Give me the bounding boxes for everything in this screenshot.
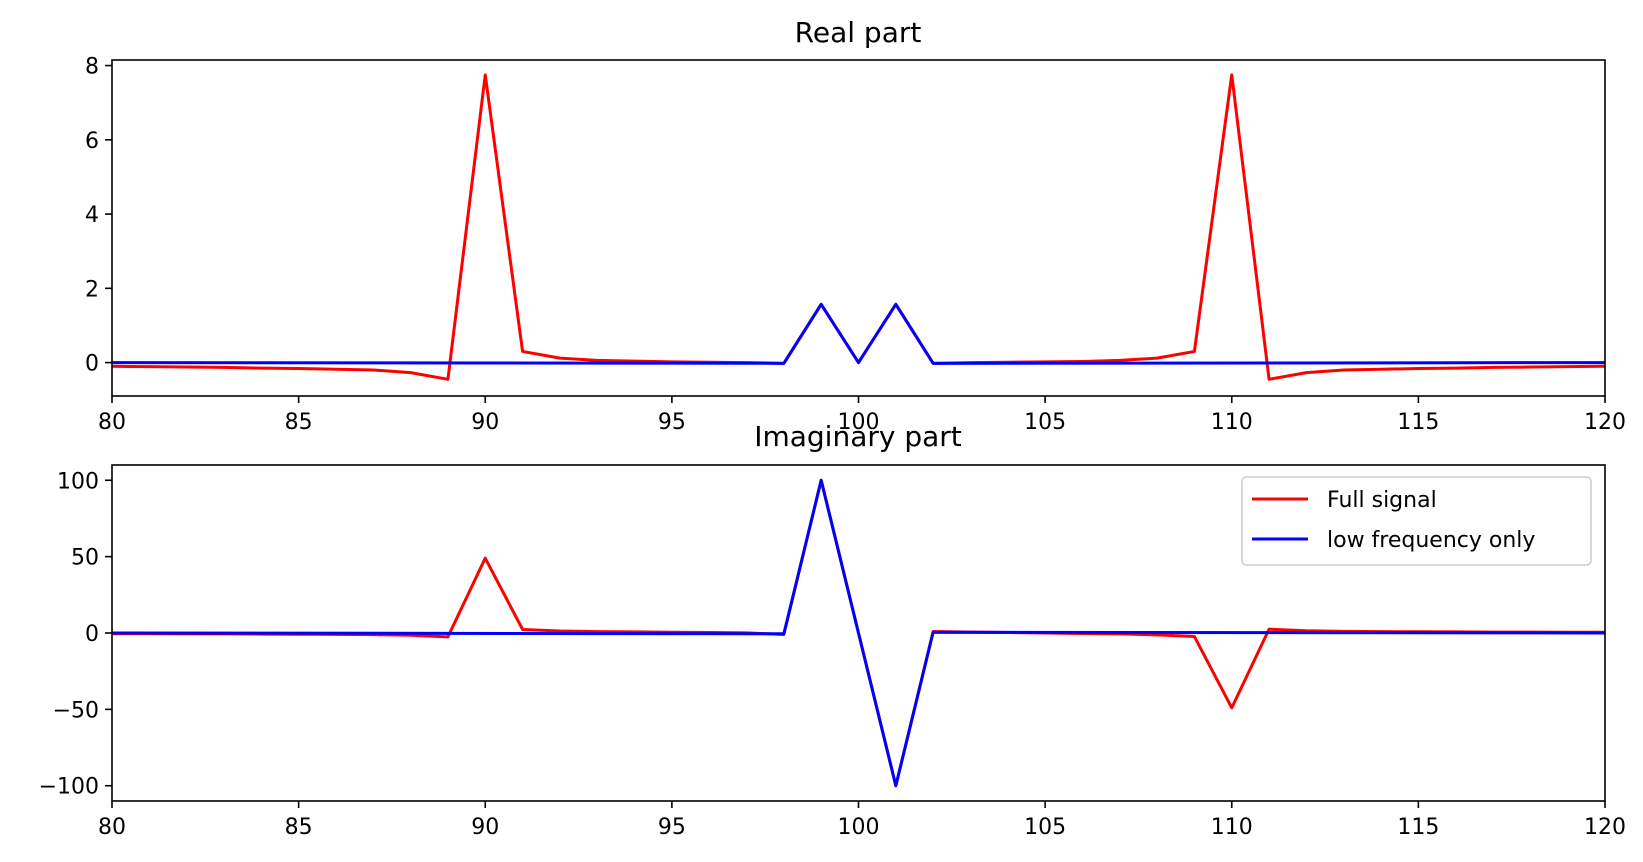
real-part-x-tick-label: 95 [658,410,686,435]
imaginary-part-x-tick-label: 100 [838,815,880,840]
real-part-x-tick-label: 80 [98,410,126,435]
legend-label-low-frequency-only: low frequency only [1327,528,1535,553]
imaginary-part-x-tick-label: 90 [471,815,499,840]
imaginary-part-y-tick-label: −100 [39,775,99,800]
real-part-y-tick-label: 6 [85,129,99,154]
legend: Full signal low frequency only [1241,476,1592,566]
legend-label-full-signal: Full signal [1327,488,1437,513]
real-part-series [111,73,1606,381]
real-part-y-tick-label: 8 [85,55,99,80]
imaginary-part-axes: Imaginary part 80 85 90 95 100 105 110 115 120 10… [39,420,1626,840]
real-part-y-tick-label: 4 [85,203,99,228]
real-part-x-tick-label: 85 [285,410,313,435]
imaginary-part-series-line-1 [111,478,1606,788]
legend-box [1241,476,1592,566]
real-part-x-tick-label: 120 [1584,410,1626,435]
imaginary-part-x-tick-label: 85 [285,815,313,840]
imaginary-part-y-tick-label: −50 [53,698,99,723]
imaginary-part-y-tick-label: 50 [71,546,99,571]
real-part-axes: Real part 80 85 90 95 100 105 110 115 120 0 2 4 6 8 [85,16,1626,435]
imaginary-part-title: Imaginary part [754,420,962,453]
real-part-x-tick-label: 115 [1397,410,1439,435]
real-part-x-tick-label: 110 [1211,410,1253,435]
imaginary-part-ticks: 80 85 90 95 100 105 110 115 120 100 50 0 −50 −100 [39,469,1626,840]
imaginary-part-x-tick-label: 120 [1584,815,1626,840]
imaginary-part-y-tick-label: 0 [85,622,99,647]
imaginary-part-x-tick-label: 110 [1211,815,1253,840]
imaginary-part-y-tick-label: 100 [57,469,99,494]
imaginary-part-x-tick-label: 80 [98,815,126,840]
real-part-x-tick-label: 100 [838,410,880,435]
real-part-ticks: 80 85 90 95 100 105 110 115 120 0 2 4 6 8 [85,55,1626,435]
imaginary-part-x-tick-label: 115 [1397,815,1439,840]
real-part-title: Real part [795,16,922,49]
real-part-series-line-1 [111,302,1606,365]
imaginary-part-x-tick-label: 105 [1024,815,1066,840]
real-part-y-tick-label: 0 [85,352,99,377]
real-part-x-tick-label: 90 [471,410,499,435]
imaginary-part-series [111,478,1606,788]
imaginary-part-frame [111,464,1606,802]
real-part-x-tick-label: 105 [1024,410,1066,435]
imaginary-part-x-tick-label: 95 [658,815,686,840]
real-part-frame [111,59,1606,397]
real-part-y-tick-label: 2 [85,277,99,302]
